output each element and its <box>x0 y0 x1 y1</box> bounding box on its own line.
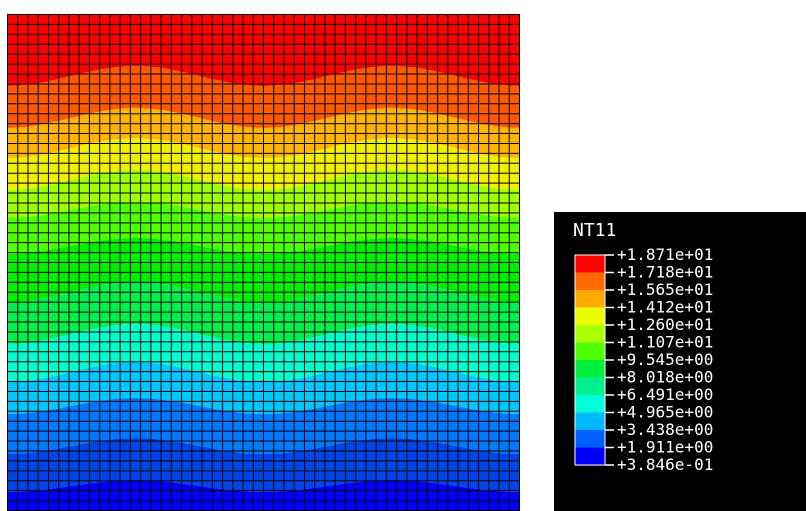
legend-swatch <box>575 395 605 413</box>
legend-level-label: +1.260e+01 <box>617 315 713 334</box>
legend-level-label: +3.846e-01 <box>617 455 713 474</box>
legend-level-label: +8.018e+00 <box>617 368 713 387</box>
contour-plot <box>7 14 520 511</box>
mesh-grid <box>7 14 520 511</box>
legend-level-label: +1.565e+01 <box>617 280 713 299</box>
legend-swatch <box>575 272 605 290</box>
legend-swatch <box>575 412 605 430</box>
legend-swatch <box>575 447 605 465</box>
legend-swatch <box>575 255 605 273</box>
legend-swatch <box>575 307 605 325</box>
legend-level-label: +1.911e+00 <box>617 438 713 457</box>
legend-level-label: +1.107e+01 <box>617 333 713 352</box>
legend-swatch <box>575 290 605 308</box>
legend-scale: +1.871e+01+1.718e+01+1.565e+01+1.412e+01… <box>574 245 713 474</box>
legend-level-label: +1.412e+01 <box>617 298 713 317</box>
legend-swatch <box>575 377 605 395</box>
legend-swatch <box>575 342 605 360</box>
legend-swatch <box>575 325 605 343</box>
legend-level-label: +1.718e+01 <box>617 263 713 282</box>
color-legend: NT11 +1.871e+01 +1.718e+01 +1.565e+01 +1.41… <box>554 212 806 511</box>
legend-swatch <box>575 360 605 378</box>
legend-level-label: +1.871e+01 <box>617 245 713 264</box>
legend-level-label: +4.965e+00 <box>617 403 713 422</box>
legend-level-label: +9.545e+00 <box>617 350 713 369</box>
legend-title: NT11 <box>573 220 617 241</box>
legend-level-label: +3.438e+00 <box>617 420 713 439</box>
legend-swatch <box>575 430 605 448</box>
mesh-lines <box>7 14 520 511</box>
legend-level-label: +6.491e+00 <box>617 385 713 404</box>
